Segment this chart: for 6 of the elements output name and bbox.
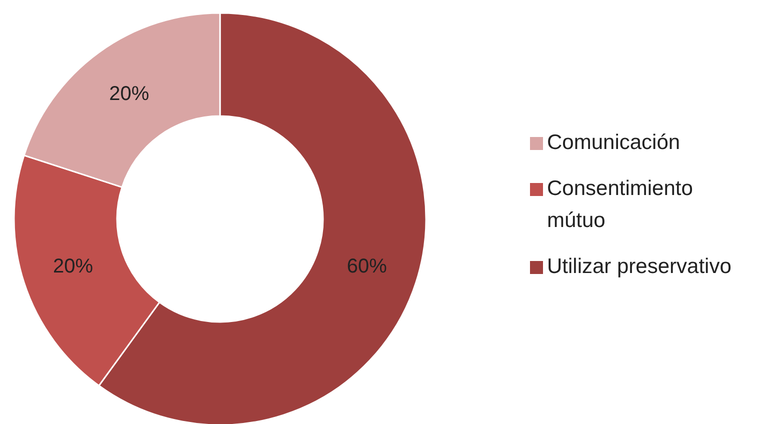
legend-label: Consentimiento mútuo [547,176,694,234]
legend-label: Comunicación [547,130,682,156]
data-label: 20% [109,83,150,106]
legend-label: Utilizar preservativo [547,254,732,280]
data-label: 20% [53,256,94,278]
data-label: 60% [346,256,388,278]
